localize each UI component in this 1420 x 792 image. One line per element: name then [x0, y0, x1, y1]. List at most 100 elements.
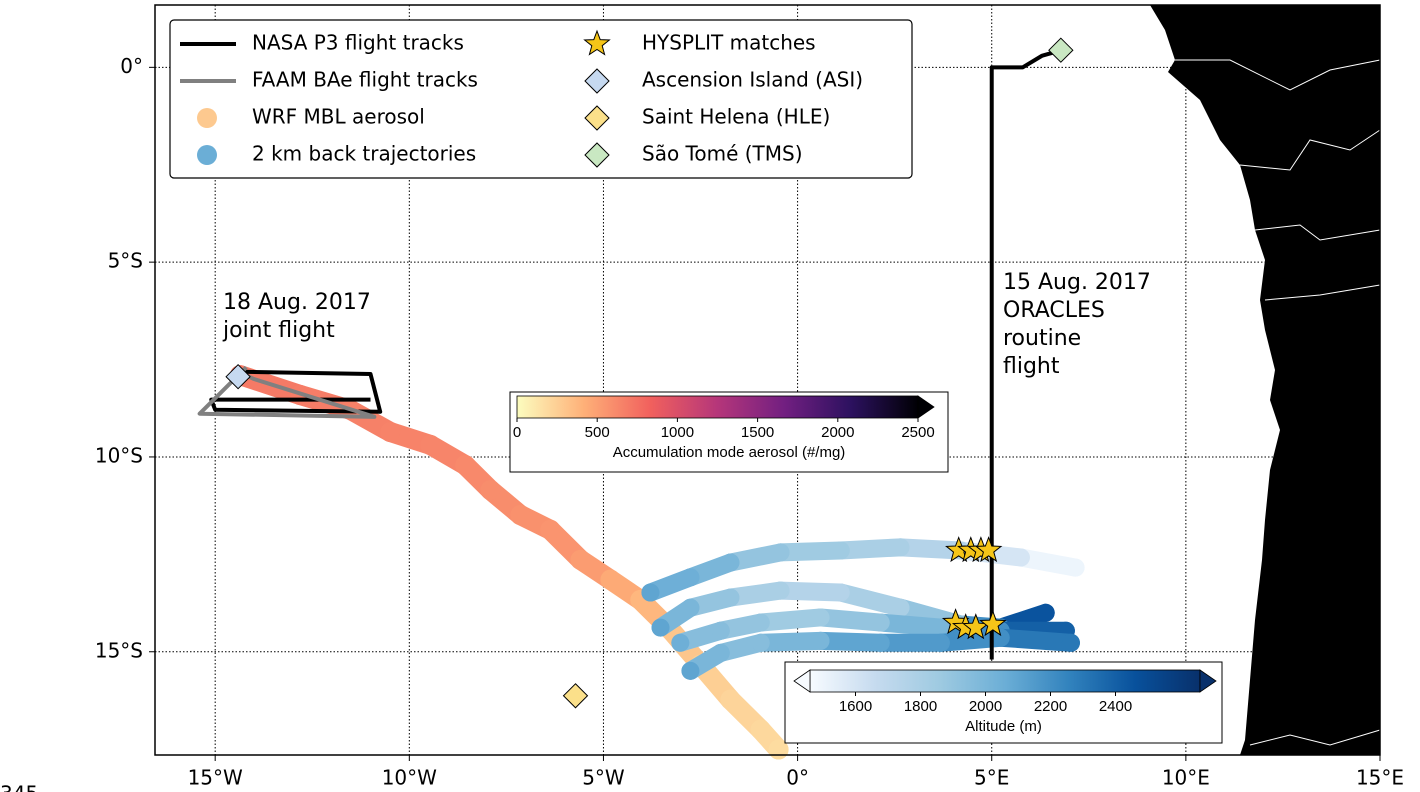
x-tick-label: 5°E — [974, 766, 1009, 790]
colorbar-tick-label: 1000 — [661, 424, 694, 441]
legend-diamond — [584, 105, 610, 131]
legend-dot — [197, 145, 217, 165]
x-tick-label: 15°E — [1356, 766, 1404, 790]
trajectory-point — [931, 633, 950, 652]
legend-label: HYSPLIT matches — [642, 31, 816, 55]
trajectory-point — [711, 621, 730, 640]
hysplit-match — [979, 610, 1007, 637]
y-tick-label: 5°S — [108, 249, 143, 273]
trajectory-segment — [991, 628, 1080, 652]
annotation: ORACLES — [1003, 298, 1105, 323]
colorbar-tick-label: 1500 — [741, 424, 774, 441]
trajectory-segment — [871, 613, 950, 637]
trajectory-segment — [771, 581, 850, 602]
trajectory-point — [711, 643, 730, 662]
trajectory-point — [1066, 558, 1085, 577]
trajectory-point — [751, 633, 770, 652]
x-tick-label: 10°W — [382, 766, 437, 790]
station-marker — [1048, 37, 1074, 63]
trajectory-point — [1011, 548, 1030, 567]
trajectory-point — [771, 581, 790, 600]
colorbar-tick-label: 500 — [585, 424, 610, 441]
wrf-point — [510, 505, 531, 525]
trajectory-segment — [811, 631, 890, 652]
trajectory-point — [1036, 603, 1055, 622]
legend-label: 2 km back trajectories — [252, 142, 476, 166]
trajectory-point — [721, 588, 740, 607]
country-border — [1249, 729, 1381, 746]
colorbar-tick-label: 2200 — [1034, 698, 1067, 715]
wrf-point — [455, 455, 476, 476]
colorbar-tick-label: 2000 — [969, 698, 1002, 715]
flight-track — [989, 48, 1063, 660]
trajectory-point — [721, 553, 740, 572]
trajectory-point — [681, 598, 700, 617]
country-border — [1175, 59, 1381, 91]
trajectory-point — [831, 541, 850, 560]
legend-diamond — [584, 68, 610, 94]
flight-track — [209, 369, 383, 414]
annotation: 15 Aug. 2017 — [1003, 270, 1151, 295]
y-tick-label: 0° — [120, 54, 143, 78]
colorbar-extension — [793, 669, 811, 693]
colorbar-tick-label: 0 — [513, 424, 521, 441]
trajectory-point — [891, 598, 910, 617]
colorbar-tick-label: 1800 — [904, 698, 937, 715]
trajectory-point — [771, 543, 790, 562]
annotation: joint flight — [222, 318, 335, 343]
colorbar — [516, 395, 919, 419]
wrf-point — [720, 689, 741, 710]
corner-text: 345 — [0, 782, 38, 792]
legend-label: São Tomé (TMS) — [642, 142, 803, 166]
colorbar-tick-label: 2400 — [1099, 698, 1132, 715]
trajectory-point — [871, 633, 890, 652]
legend-box — [169, 19, 913, 179]
station-marker — [225, 363, 251, 390]
annotation: routine — [1003, 326, 1081, 351]
colorbar-tick-label: 2500 — [901, 424, 934, 441]
trajectory-segment — [751, 631, 830, 652]
legend-label: NASA P3 flight tracks — [252, 31, 464, 55]
legend-label: WRF MBL aerosol — [252, 105, 425, 129]
y-tick-label: 15°S — [95, 638, 143, 662]
y-tick-label: 10°S — [95, 443, 143, 467]
annotation: 18 Aug. 2017 — [223, 290, 371, 315]
legend-label: Saint Helena (HLE) — [642, 105, 830, 129]
legend-label: Ascension Island (ASI) — [642, 68, 863, 92]
legend-dot — [197, 108, 217, 128]
trajectory-segment — [811, 608, 890, 632]
trajectory-segment — [1011, 548, 1085, 577]
legend-diamond — [584, 142, 610, 168]
colorbar — [809, 669, 1201, 693]
trajectory-point — [651, 618, 670, 637]
trajectory-point — [641, 583, 660, 602]
trajectory-segment — [751, 608, 830, 632]
trajectory-point — [811, 631, 830, 650]
wrf-point — [600, 569, 621, 590]
colorbar-label: Altitude (m) — [965, 718, 1042, 735]
hysplit-match — [974, 536, 1003, 563]
trajectory-point — [681, 661, 700, 680]
colorbar-tick-label: 1600 — [839, 698, 872, 715]
x-tick-label: 5°W — [582, 766, 625, 790]
trajectory-point — [751, 613, 770, 632]
colorbar-tick-label: 2000 — [821, 424, 854, 441]
trajectory-point — [931, 618, 950, 637]
wrf-point — [540, 519, 561, 540]
legend-label: FAAM BAe flight tracks — [252, 68, 478, 92]
wrf-point — [380, 422, 401, 443]
country-border — [1264, 284, 1381, 301]
wrf-point — [420, 434, 441, 455]
x-tick-label: 15°W — [188, 766, 243, 790]
trajectory-point — [671, 633, 690, 652]
wrf-point — [480, 480, 501, 501]
wrf-point — [750, 719, 771, 740]
trajectory-segment — [831, 583, 910, 617]
trajectory-segment — [771, 541, 850, 562]
trajectory-point — [681, 568, 700, 587]
legend-star — [583, 29, 611, 56]
trajectory-point — [891, 538, 910, 557]
x-tick-label: 0° — [786, 766, 809, 790]
country-border — [1239, 129, 1381, 171]
wrf-point — [570, 549, 591, 570]
